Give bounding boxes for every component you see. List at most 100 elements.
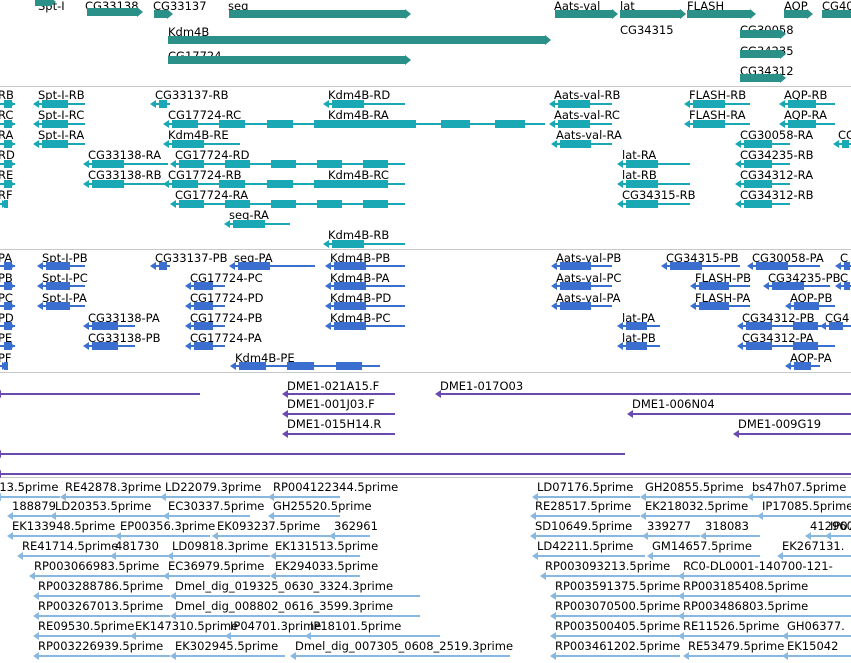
transcripts-feature-glyph[interactable] [328,183,405,185]
bac-feature-glyph[interactable] [0,453,625,455]
cdna-feature-label[interactable]: RE42878.3prime [65,480,162,494]
cdna-feature-glyph[interactable] [310,635,440,637]
transcripts-feature-label[interactable]: CG33137-RB [155,88,229,102]
cdna-feature-glyph[interactable] [752,496,851,498]
transcripts-feature-label[interactable]: RB [0,88,14,102]
cdna-feature-glyph[interactable] [38,635,135,637]
cdna-feature-label[interactable]: RP003288786.5prime [38,579,164,593]
proteins-feature-label[interactable]: Aats-val-PB [556,251,622,265]
proteins-feature-glyph[interactable] [330,325,405,327]
cdna-feature-glyph[interactable] [782,555,851,557]
cdna-feature-label[interactable]: IP07 [830,519,851,533]
genes-feature-glyph[interactable] [168,56,405,64]
cdna-feature-label[interactable]: LD22079.3prime [165,480,262,494]
transcripts-feature-glyph[interactable] [328,123,545,125]
proteins-feature-label[interactable]: PA [0,251,13,265]
cdna-feature-glyph[interactable] [555,635,680,637]
cdna-feature-glyph[interactable] [0,496,60,498]
transcripts-feature-label[interactable]: CG17724-RA [175,188,249,202]
bac-feature-glyph[interactable] [632,413,851,415]
proteins-feature-label[interactable]: PC [0,291,13,305]
proteins-feature-label[interactable]: C [840,271,849,285]
genes-feature-glyph[interactable] [740,50,780,58]
cdna-feature-glyph[interactable] [787,655,851,657]
cdna-feature-glyph[interactable] [334,535,370,537]
genes-feature-glyph[interactable] [229,10,405,18]
transcripts-feature-label[interactable]: CG40 [838,128,851,142]
proteins-feature-label[interactable]: PB [0,271,13,285]
cdna-feature-glyph[interactable] [645,496,750,498]
proteins-feature-glyph[interactable] [330,285,405,287]
bac-feature-glyph[interactable] [287,433,395,435]
cdna-feature-glyph[interactable] [683,635,785,637]
cdna-feature-label[interactable]: GH20855.5prime [645,480,744,494]
cdna-feature-label[interactable]: LD42211.5prime [537,539,634,553]
cdna-feature-label[interactable]: RE28517.5prime [535,499,632,513]
cdna-feature-glyph[interactable] [762,515,851,517]
bac-feature-label[interactable]: DME1-015H14.R [287,417,382,431]
transcripts-feature-glyph[interactable] [168,143,240,145]
transcripts-feature-glyph[interactable] [328,243,405,245]
cdna-feature-label[interactable]: EK302945.5prime [175,639,279,653]
cdna-feature-label[interactable]: RE11526.5prime [683,619,780,633]
proteins-feature-label[interactable]: Aats-val-PA [556,291,621,305]
proteins-feature-label[interactable]: PE [0,331,13,345]
genes-feature-glyph[interactable] [687,10,750,18]
proteins-feature-label[interactable]: seq-PA [234,251,273,265]
cdna-feature-glyph[interactable] [12,515,55,517]
genes-feature-label[interactable]: seq [228,0,249,13]
proteins-feature-label[interactable]: CG17724-PB [190,311,263,325]
cdna-feature-label[interactable]: GH25520.5prime [273,499,372,513]
cdna-feature-glyph[interactable] [647,535,700,537]
cdna-feature-glyph[interactable] [22,555,115,557]
proteins-feature-label[interactable]: Spt-I-PC [42,271,88,285]
bac-feature-glyph[interactable] [287,413,395,415]
genes-feature-glyph[interactable] [154,10,167,18]
transcripts-feature-label[interactable]: Aats-val-RB [554,88,621,102]
proteins-feature-label[interactable]: CG30058-PA [752,251,824,265]
cdna-feature-label[interactable]: Dmel_dig_007305_0608_2519.3prime [295,639,514,653]
transcripts-feature-label[interactable]: Kdm4B-RA [328,108,389,122]
cdna-feature-glyph[interactable] [273,496,340,498]
cdna-feature-glyph[interactable] [705,535,760,537]
transcripts-feature-label[interactable]: RF [0,188,13,202]
proteins-feature-label[interactable]: Spt-I-PA [42,291,87,305]
cdna-feature-glyph[interactable] [787,635,851,637]
proteins-feature-label[interactable]: Kdm4B-PC [330,311,391,325]
transcripts-feature-label[interactable]: Kdm4B-RB [328,228,390,242]
cdna-feature-label[interactable]: EC36979.5prime [168,559,265,573]
bac-feature-label[interactable]: DME1-021A15.F [287,379,380,393]
cdna-feature-glyph[interactable] [168,575,270,577]
cdna-feature-label[interactable]: GH06377. [787,619,845,633]
transcripts-feature-label[interactable]: lat-RA [622,148,657,162]
cdna-feature-glyph[interactable] [120,535,210,537]
transcripts-feature-label[interactable]: Kdm4B-RE [168,128,229,142]
cdna-feature-label[interactable]: RP003591375.5prime [555,579,681,593]
proteins-feature-glyph[interactable] [234,265,315,267]
cdna-feature-glyph[interactable] [165,496,270,498]
transcripts-feature-label[interactable]: RE [0,168,14,182]
transcripts-feature-glyph[interactable] [88,163,168,165]
genes-feature-glyph[interactable] [87,8,137,16]
bac-feature-label[interactable]: DME1-001J03.F [287,397,375,411]
cdna-feature-label[interactable]: IP18101.5prime [310,619,402,633]
cdna-feature-label[interactable]: EK093237.5prime [217,519,321,533]
cdna-feature-label[interactable]: EK267131. [782,539,845,553]
cdna-feature-label[interactable]: 412960 [810,519,851,533]
cdna-feature-label[interactable]: RP003066983.5prime [34,559,160,573]
cdna-feature-glyph[interactable] [830,535,851,537]
transcripts-feature-label[interactable]: AQP-RA [784,108,827,122]
bac-feature-glyph[interactable] [738,433,851,435]
cdna-feature-glyph[interactable] [537,496,640,498]
bac-feature-glyph[interactable] [287,393,395,395]
transcripts-feature-label[interactable]: seq-RA [229,208,269,222]
cdna-feature-label[interactable]: 188879 [12,499,56,513]
cdna-feature-label[interactable]: IP04701.3prime [230,619,322,633]
cdna-feature-label[interactable]: RC0-DL0001-140700-121- [683,559,833,573]
proteins-feature-label[interactable]: CG17724-PD [190,291,264,305]
cdna-feature-label[interactable]: Dmel_dig_019325_0630_3324.3prime [175,579,394,593]
proteins-feature-label[interactable]: CG4 [825,311,850,325]
genes-feature-glyph[interactable] [784,10,807,18]
cdna-feature-label[interactable]: RP003486803.5prime [683,599,809,613]
transcripts-feature-label[interactable]: Aats-val-RC [554,108,620,122]
